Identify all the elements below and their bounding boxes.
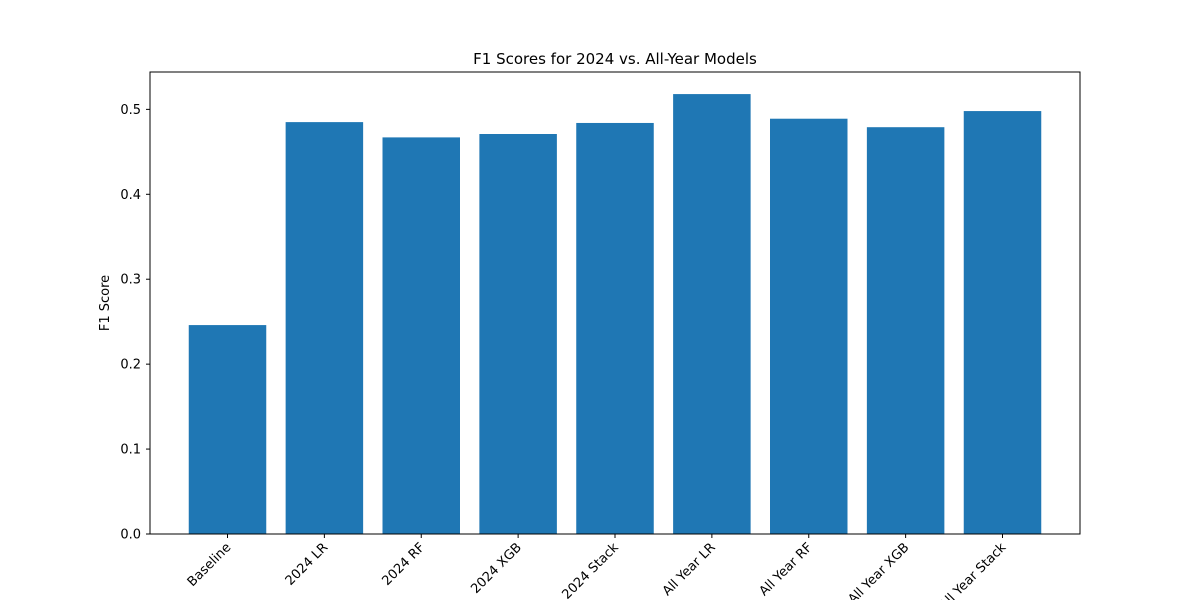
y-tick-label: 0.0: [120, 528, 141, 543]
y-tick-label: 0.1: [120, 443, 141, 458]
chart-title: F1 Scores for 2024 vs. All-Year Models: [473, 50, 757, 68]
bar: [866, 127, 945, 534]
bar: [188, 325, 267, 534]
plot-frame: [149, 71, 1081, 535]
y-tick-label: 0.5: [120, 103, 141, 118]
bars-group: [188, 94, 1042, 535]
y-tick-label: 0.4: [120, 188, 141, 203]
bar: [382, 137, 460, 534]
y-ticks-group: 0.0 0.1 0.2 0.3 0.4 0.5: [120, 103, 150, 543]
x-tick-label: 2024 Stack: [559, 540, 622, 600]
x-ticks-group: Baseline 2024 LR 2024 RF 2024 XGB 2024 Stack…: [185, 534, 1010, 600]
y-tick-label: 0.2: [120, 358, 141, 373]
y-axis-label: F1 Score: [98, 275, 113, 331]
bar: [576, 122, 654, 535]
bar: [285, 122, 364, 535]
x-tick-label: All Year XGB: [845, 540, 912, 600]
bar: [673, 94, 751, 534]
x-tick-label: 2024 XGB: [468, 540, 525, 597]
y-tick-label: 0.3: [120, 273, 141, 288]
bar: [479, 134, 557, 534]
x-tick-label: All Year Stack: [937, 540, 1010, 600]
x-tick-label: Baseline: [185, 540, 235, 590]
x-tick-label: 2024 LR: [283, 540, 331, 588]
bar: [770, 118, 848, 535]
x-tick-label: All Year RF: [757, 540, 816, 599]
bar: [963, 111, 1042, 534]
x-tick-label: 2024 RF: [379, 540, 428, 589]
x-tick-label: All Year LR: [660, 540, 719, 599]
